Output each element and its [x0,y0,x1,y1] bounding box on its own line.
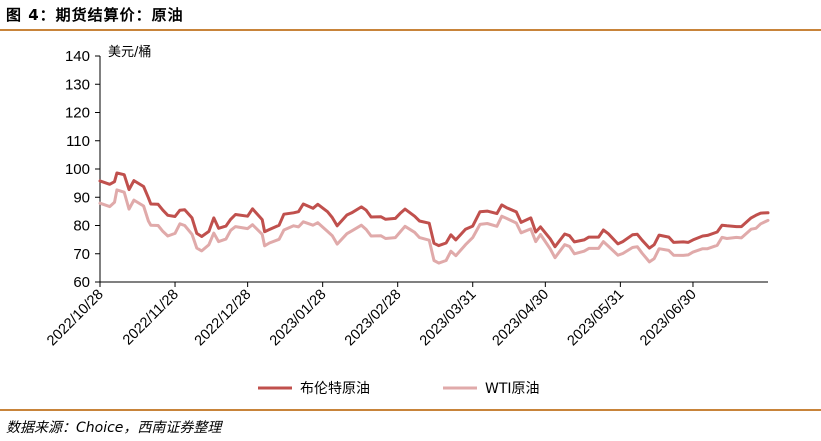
y-axis: 60 70 80 90 100 110 120 130 140 [65,48,101,291]
x-tick-label: 2022/12/28 [192,287,255,350]
legend-label: WTI原油 [485,381,540,397]
y-tick-label: 100 [65,161,90,178]
y-tick-label: 140 [65,48,90,65]
x-tick-label: 2022/10/28 [44,287,107,350]
y-tick-label: 80 [73,218,90,235]
legend: 布伦特原油 WTI原油 [258,381,540,397]
legend-label: 布伦特原油 [300,381,370,397]
x-tick-label: 2023/05/31 [565,287,628,350]
figure-title: 图 4：期货结算价：原油 [6,6,184,24]
series-line-0 [98,171,770,250]
source-note: 数据来源：Choice，西南证券整理 [6,420,222,436]
x-tick-label: 2023/06/30 [637,287,700,350]
bottom-rule [0,409,821,411]
y-tick-label: 70 [73,246,90,263]
x-tick-label: 2023/04/30 [490,287,553,350]
y-tick-label: 120 [65,105,90,122]
top-rule [0,29,821,31]
series-layer [98,171,770,265]
y-tick-label: 110 [66,133,90,150]
x-tick-label: 2023/02/28 [342,287,405,350]
x-axis: 2022/10/28 2022/11/28 2022/12/28 2023/01/28… [44,281,768,350]
x-tick-label: 2023/03/31 [417,287,480,350]
x-tick-label: 2022/11/28 [120,287,182,349]
y-tick-label: 130 [65,76,90,93]
x-tick-label: 2023/01/28 [267,287,330,350]
series-line-1 [98,188,770,265]
y-axis-unit-label: 美元/桶 [108,45,151,60]
y-tick-label: 60 [73,274,90,291]
y-tick-label: 90 [73,189,90,206]
